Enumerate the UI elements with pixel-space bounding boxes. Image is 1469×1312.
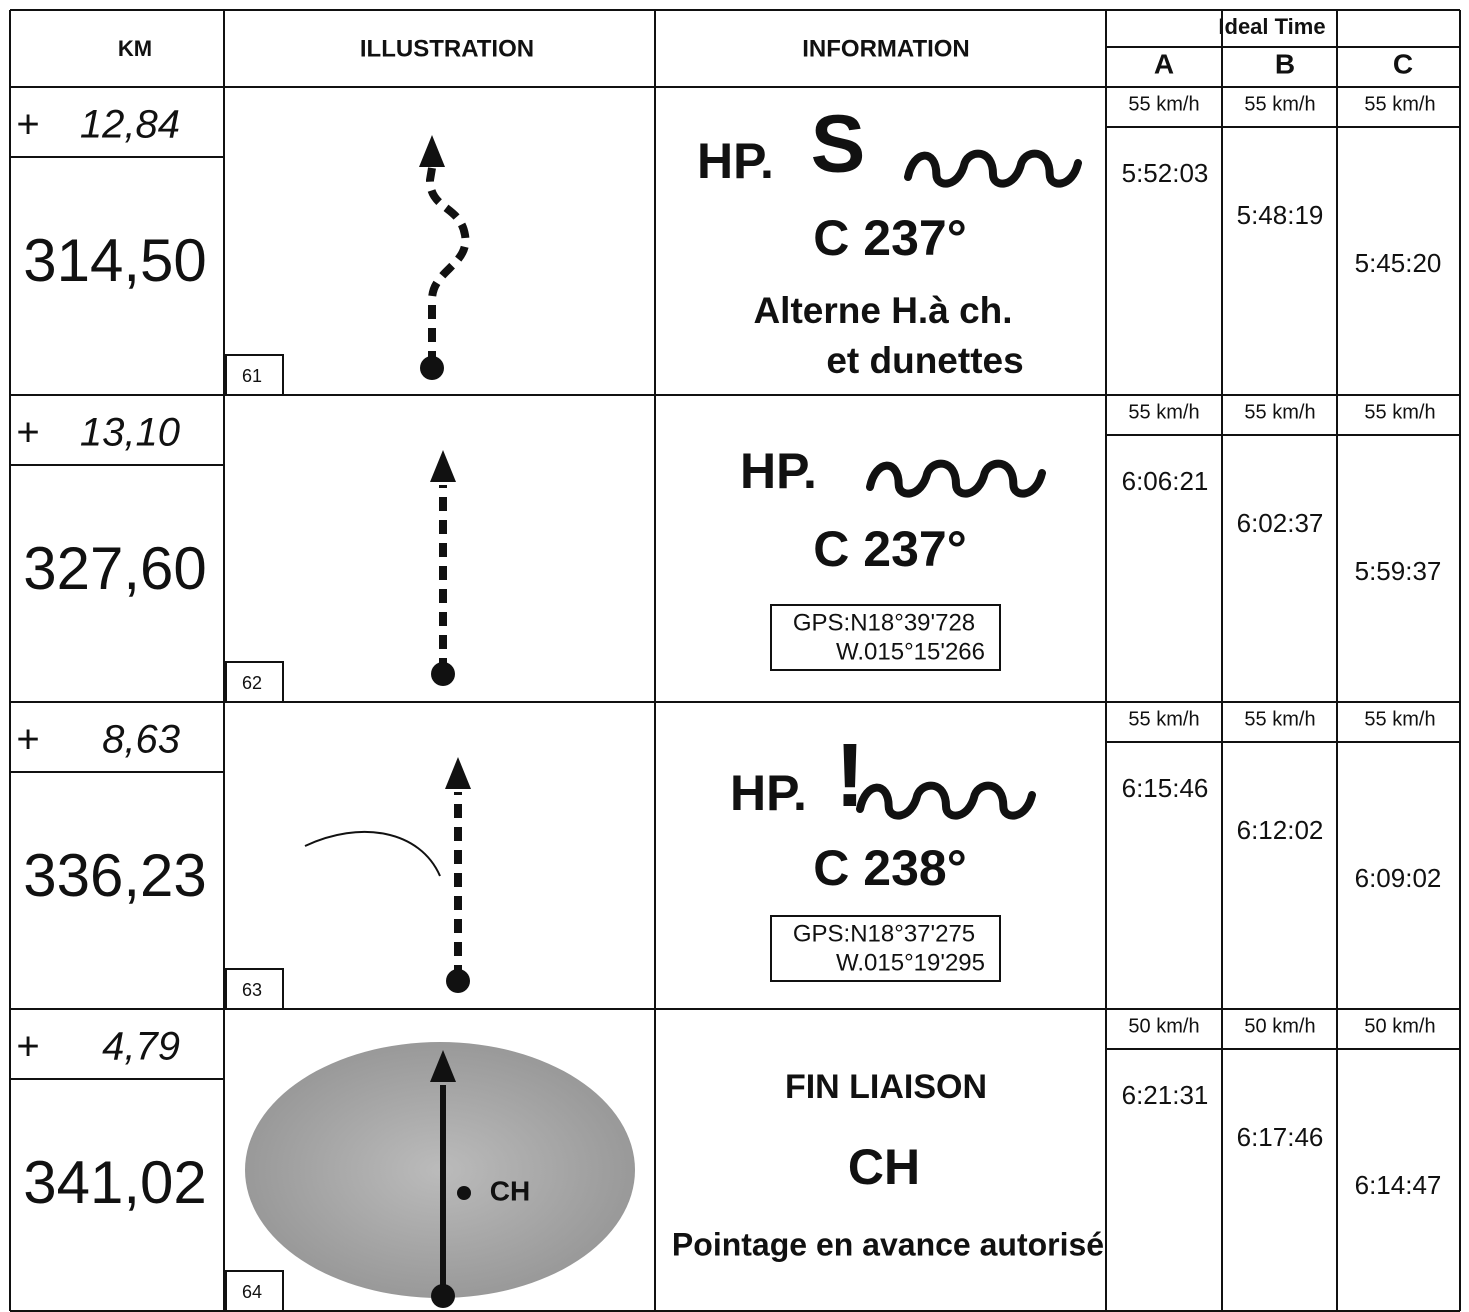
speed: 55 km/h bbox=[1364, 401, 1435, 423]
info-line: Pointage en avance autorisé bbox=[672, 1226, 1104, 1262]
gps-box bbox=[770, 604, 1001, 671]
column-letter: A bbox=[1154, 48, 1174, 79]
cap: C 237° bbox=[813, 521, 966, 577]
total-distance: 327,60 bbox=[23, 535, 207, 602]
partial-sign: + bbox=[16, 718, 39, 762]
ideal-time: 6:06:21 bbox=[1122, 466, 1209, 496]
start-dot bbox=[446, 969, 470, 993]
speed: 55 km/h bbox=[1244, 708, 1315, 730]
gps: GPS:N18°37'275 bbox=[793, 920, 975, 947]
wave-icon bbox=[856, 781, 1036, 820]
speed: 55 km/h bbox=[1364, 93, 1435, 115]
number-box bbox=[225, 968, 284, 1010]
note: et dunettes bbox=[826, 340, 1023, 381]
arrow-head bbox=[430, 1050, 456, 1082]
track bbox=[425, 167, 470, 365]
ideal-time: 6:12:02 bbox=[1237, 815, 1324, 845]
start-dot bbox=[420, 356, 444, 380]
start-dot bbox=[431, 1284, 455, 1308]
cap: C 238° bbox=[813, 840, 966, 896]
info-line: FIN LIAISON bbox=[785, 1068, 987, 1106]
number-box bbox=[225, 661, 284, 703]
partial-sign: + bbox=[16, 103, 39, 147]
symbol: S bbox=[811, 99, 866, 190]
arrow-head bbox=[419, 135, 445, 167]
ideal-time: 6:15:46 bbox=[1122, 773, 1209, 803]
arrow-head bbox=[445, 757, 471, 789]
speed: 50 km/h bbox=[1244, 1015, 1315, 1037]
speed: 50 km/h bbox=[1364, 1015, 1435, 1037]
column-letter: C bbox=[1393, 48, 1413, 79]
note: Alterne H.à ch. bbox=[753, 290, 1012, 331]
partial-distance: 13,10 bbox=[80, 411, 180, 455]
wave-icon bbox=[904, 149, 1082, 188]
control-dot bbox=[457, 1186, 471, 1200]
ideal-time: 5:52:03 bbox=[1122, 158, 1209, 188]
total-distance: 314,50 bbox=[23, 227, 207, 294]
partial-distance: 12,84 bbox=[80, 103, 180, 147]
number-box bbox=[225, 1270, 284, 1312]
ideal-time: 5:48:19 bbox=[1237, 200, 1324, 230]
gps-box bbox=[770, 915, 1001, 982]
hp: HP. bbox=[697, 133, 774, 189]
number-box bbox=[225, 354, 284, 396]
ideal-time: 6:02:37 bbox=[1237, 508, 1324, 538]
hp: HP. bbox=[740, 443, 817, 499]
header: INFORMATION bbox=[802, 35, 970, 62]
gps: W.015°19'295 bbox=[836, 949, 985, 976]
speed: 55 km/h bbox=[1128, 708, 1199, 730]
partial-distance: 8,63 bbox=[102, 718, 180, 762]
speed: 55 km/h bbox=[1364, 708, 1435, 730]
ideal-time: 6:17:46 bbox=[1237, 1122, 1324, 1152]
column-letter: B bbox=[1275, 48, 1295, 79]
hp: HP. bbox=[730, 765, 807, 821]
waypoint-number: 64 bbox=[242, 1282, 262, 1302]
ideal-time: 6:14:47 bbox=[1355, 1170, 1442, 1200]
header: Ideal Time bbox=[1218, 14, 1325, 39]
header: KM bbox=[118, 36, 152, 61]
ideal-time: 5:59:37 bbox=[1355, 556, 1442, 586]
arrow-head bbox=[430, 450, 456, 482]
illustration-label: CH bbox=[490, 1175, 530, 1206]
ideal-time: 6:21:31 bbox=[1122, 1080, 1209, 1110]
partial-distance: 4,79 bbox=[102, 1025, 180, 1069]
waypoint-number: 61 bbox=[242, 366, 262, 386]
gps: GPS:N18°39'728 bbox=[793, 609, 975, 636]
speed: 55 km/h bbox=[1128, 401, 1199, 423]
speed: 55 km/h bbox=[1244, 401, 1315, 423]
waypoint-number: 63 bbox=[242, 980, 262, 1000]
total-distance: 336,23 bbox=[23, 842, 207, 909]
gps: W.015°15'266 bbox=[836, 638, 985, 665]
header: ILLUSTRATION bbox=[360, 35, 534, 62]
waypoint-number: 62 bbox=[242, 673, 262, 693]
ideal-time: 6:09:02 bbox=[1355, 863, 1442, 893]
ideal-time: 5:45:20 bbox=[1355, 248, 1442, 278]
total-distance: 341,02 bbox=[23, 1149, 207, 1216]
start-dot bbox=[431, 662, 455, 686]
side-track bbox=[304, 830, 441, 877]
speed: 55 km/h bbox=[1128, 93, 1199, 115]
info-line: CH bbox=[848, 1139, 920, 1195]
cap: C 237° bbox=[813, 210, 966, 266]
partial-sign: + bbox=[16, 411, 39, 455]
wave-icon bbox=[866, 459, 1046, 498]
speed: 50 km/h bbox=[1128, 1015, 1199, 1037]
partial-sign: + bbox=[16, 1025, 39, 1069]
speed: 55 km/h bbox=[1244, 93, 1315, 115]
